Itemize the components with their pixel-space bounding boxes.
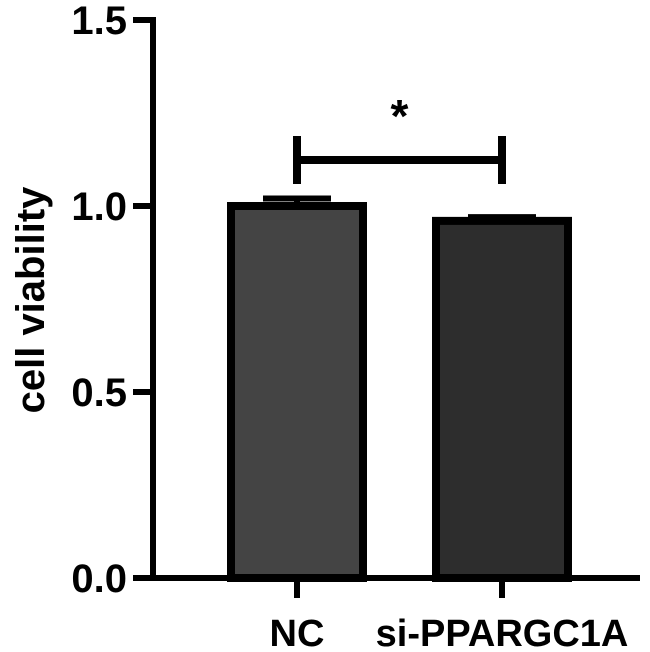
- y-tick-label: 1.0: [71, 185, 127, 229]
- y-tick-label: 1.5: [71, 0, 127, 43]
- bar-nc: [227, 202, 367, 582]
- annotations: *: [293, 90, 506, 184]
- y-axis: 0.0 0.5 1.0 1.5: [71, 0, 156, 601]
- x-tick-label: NC: [270, 613, 325, 652]
- y-axis-label: cell viability: [9, 186, 53, 414]
- significance-label: *: [391, 90, 409, 142]
- bars: [227, 195, 572, 582]
- bar-si-ppargc1a: [432, 216, 572, 582]
- x-tick-label: si-PPARGC1A: [376, 613, 629, 652]
- y-tick-label: 0.5: [71, 371, 127, 415]
- y-tick-label: 0.0: [71, 557, 127, 601]
- x-axis: NC si-PPARGC1A: [150, 575, 640, 652]
